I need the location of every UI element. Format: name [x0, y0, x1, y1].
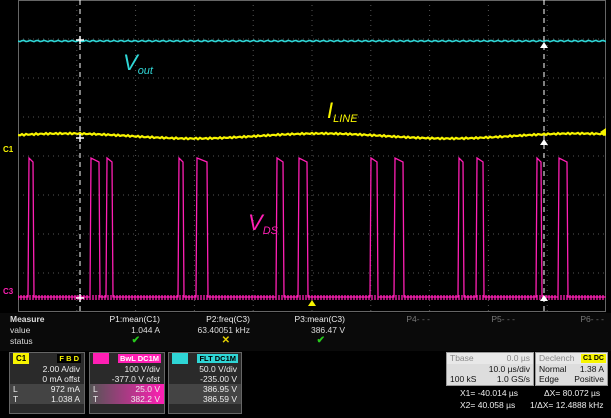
channel-l-value: L 25.0 V [90, 384, 164, 394]
status-row-label: status [10, 336, 33, 346]
measure-param-value: 386.47 V [310, 325, 345, 335]
trigger-level-icon [600, 128, 606, 136]
measure-header: Measure [10, 314, 45, 324]
measure-param-name: P6- - - [580, 314, 604, 324]
channel-t-value: 386.59 V [169, 394, 241, 404]
channel-offset: -235.00 V [200, 374, 237, 384]
channel-scale: 2.00 A/div [42, 364, 80, 374]
traces [18, 39, 606, 300]
vds-label: VDS [248, 210, 278, 237]
measure-param-name: P3:mean(C3) [294, 314, 345, 324]
channel-scale: 50.0 V/div [199, 364, 237, 374]
channel-panel-c3[interactable]: BwL DC1M 100 V/div -377.0 V ofst L 25.0 V… [89, 352, 165, 414]
trigger-type: Edge [539, 374, 559, 384]
channel-l-value: 386.95 V [169, 384, 241, 394]
channel-name: C1 [13, 353, 30, 364]
timebase-delay: 0.0 µs [506, 353, 530, 363]
channel-tags: F B D [57, 354, 81, 363]
measure-table[interactable]: Measure value status P1:mean(C1) 1.044 A ✔… [0, 313, 611, 351]
iline-trace [18, 131, 606, 141]
timebase-samples: 100 kS [450, 374, 477, 384]
waveform-display[interactable] [18, 0, 606, 312]
ch1-marker[interactable]: C1 [3, 145, 14, 154]
trigger-mode: Normal [539, 364, 567, 374]
timebase-rate: 1.0 GS/s [496, 374, 530, 384]
measure-param-value: 1.044 A [131, 325, 160, 335]
channel-l-value: L 972 mA [10, 384, 84, 394]
cursor-dx-readout: ΔX= 80.072 µs [544, 388, 601, 398]
channel-tags: FLT DC1M [197, 354, 238, 363]
channel-scale: 100 V/div [124, 364, 160, 374]
measure-param-name: P2:freq(C3) [206, 314, 250, 324]
vout-trace [18, 39, 606, 43]
channel-panel-c1[interactable]: C1 F B D 2.00 A/div 0 mA offst L 972 mA T… [9, 352, 85, 414]
channel-name [172, 353, 188, 364]
trigger-level: 1.38 A [579, 364, 604, 374]
measure-status-icon: ✕ [221, 335, 230, 346]
trigger-slope: Positive [574, 374, 604, 384]
timebase-per-div: 10.0 µs/div [488, 364, 530, 374]
measure-param-name: P1:mean(C1) [109, 314, 160, 324]
cursors[interactable] [76, 0, 606, 312]
channel-offset: -377.0 V ofst [111, 374, 160, 384]
measure-param-name: P5- - - [491, 314, 515, 324]
channel-name [93, 353, 109, 364]
channel-t-value: T 382.2 V [90, 394, 164, 404]
measure-param-name: P4- - - [406, 314, 430, 324]
cursor-x2-readout: X2= 40.058 µs [460, 400, 516, 410]
ch3-marker[interactable]: C3 [3, 287, 14, 296]
cursor-inv-dx-readout: 1/ΔX= 12.4888 kHz [530, 400, 604, 410]
vds-trace [18, 156, 606, 300]
channel-tags: BwL DC1M [117, 354, 161, 363]
iline-label: ILINE [327, 98, 358, 125]
value-row-label: value [10, 325, 31, 335]
measure-status-icon: ✔ [316, 335, 325, 346]
graticule [18, 0, 606, 312]
trigger-position-icon [308, 300, 316, 306]
measure-status-icon: ✔ [131, 335, 140, 346]
cursor-x1-readout: X1= -40.014 µs [460, 388, 519, 398]
trigger-label: Declench [539, 353, 575, 363]
graticule-border [18, 0, 606, 312]
channel-offset: 0 mA offst [42, 374, 80, 384]
vout-label: Vout [123, 50, 153, 77]
trigger-source: C1 DC [580, 354, 606, 363]
timebase-panel[interactable]: Tbase 0.0 µs 10.0 µs/div 100 kS 1.0 GS/s [446, 352, 534, 386]
channel-panel-c2[interactable]: FLT DC1M 50.0 V/div -235.00 V 386.95 V 3… [168, 352, 242, 414]
cursor-x1-marker-icon [76, 36, 84, 302]
timebase-label: Tbase [450, 353, 474, 363]
channel-t-value: T 1.038 A [10, 394, 84, 404]
trigger-panel[interactable]: Declench C1 DC Normal 1.38 A Edge Positive [535, 352, 608, 386]
measure-param-value: 63.40051 kHz [197, 325, 250, 335]
